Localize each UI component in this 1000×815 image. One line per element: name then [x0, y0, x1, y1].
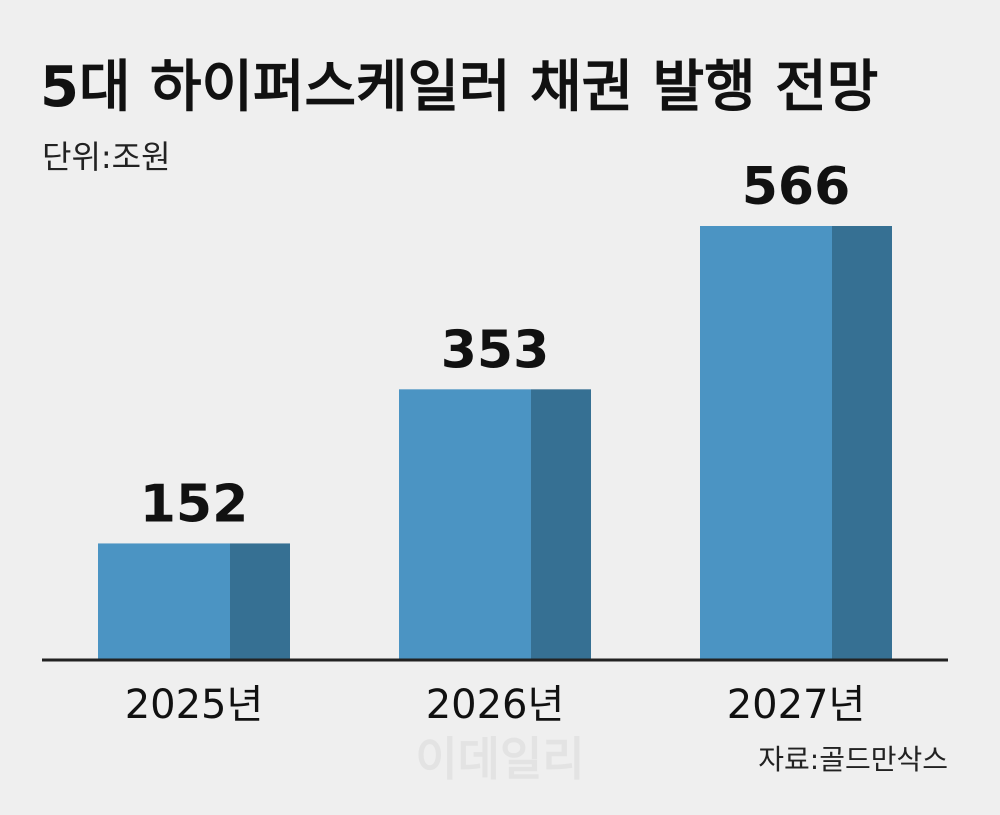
- value-label-2: 353: [441, 320, 550, 380]
- x-tick-label-1: 2025년: [125, 682, 264, 728]
- bar-2-front: [399, 389, 531, 660]
- source-label: 자료:골드만삭스: [758, 743, 948, 776]
- bars-group: 152 2025년 353 2026년 566 2027년: [98, 157, 892, 728]
- unit-label: 단위:조원: [42, 138, 171, 176]
- bar-1-side: [230, 543, 290, 660]
- bar-2-side: [531, 389, 591, 660]
- bar-3-front: [700, 226, 832, 660]
- x-tick-label-2: 2026년: [426, 682, 565, 728]
- x-tick-label-3: 2027년: [727, 682, 866, 728]
- value-label-3: 566: [742, 157, 851, 217]
- chart-title: 5대 하이퍼스케일러 채권 발행 전망: [40, 55, 878, 120]
- value-label-1: 152: [140, 474, 249, 534]
- watermark: 이데일리: [415, 732, 584, 786]
- bar-1-front: [98, 543, 230, 660]
- bar-3-side: [832, 226, 892, 660]
